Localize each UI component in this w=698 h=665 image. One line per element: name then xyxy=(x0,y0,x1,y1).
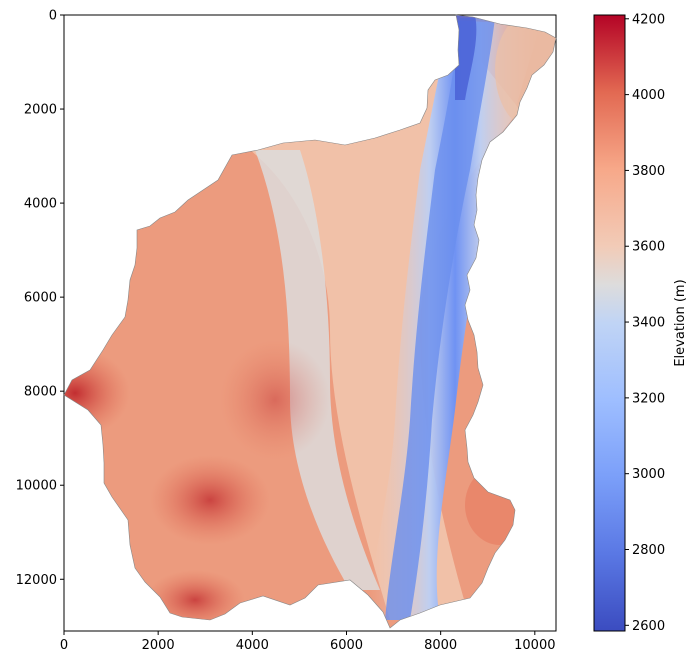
y-tick-label: 4000 xyxy=(24,197,57,212)
dem-south-peak xyxy=(150,455,270,545)
watershed-outline xyxy=(63,14,557,629)
x-axis: 0 2000 4000 6000 8000 10000 xyxy=(60,631,555,653)
y-tick-label: 2000 xyxy=(24,103,57,118)
colorbar-tick-label: 2600 xyxy=(632,619,665,634)
y-tick-label: 0 xyxy=(49,9,57,24)
y-tick-label: 8000 xyxy=(24,385,57,400)
y-tick-label: 12000 xyxy=(16,573,57,588)
x-tick-label: 10000 xyxy=(514,638,555,653)
dem-valley-head xyxy=(455,15,477,100)
dem-center-peak xyxy=(220,340,330,460)
colorbar-tick-label: 3200 xyxy=(632,391,665,406)
y-tick-label: 6000 xyxy=(24,291,57,306)
colorbar-axis: 2600 2800 3000 3200 3400 3600 3800 4000 4200 xyxy=(625,12,665,634)
y-tick-label: 10000 xyxy=(16,479,57,494)
colorbar-tick-label: 2800 xyxy=(632,543,665,558)
x-tick-label: 4000 xyxy=(236,638,269,653)
y-axis: 0 2000 4000 6000 8000 10000 12000 xyxy=(16,9,64,588)
colorbar-tick-label: 3800 xyxy=(632,164,665,179)
colorbar-label: Elevation (m) xyxy=(673,279,688,366)
x-tick-label: 8000 xyxy=(424,638,457,653)
dem-west-peak xyxy=(64,348,130,438)
x-tick-label: 6000 xyxy=(330,638,363,653)
x-tick-label: 0 xyxy=(60,638,68,653)
colorbar-tick-label: 4200 xyxy=(632,12,665,27)
colorbar-tick-label: 3000 xyxy=(632,467,665,482)
dem-valley-floor xyxy=(385,18,495,620)
colorbar-tick-label: 3600 xyxy=(632,240,665,255)
x-tick-label: 2000 xyxy=(142,638,175,653)
colorbar xyxy=(593,14,626,632)
colorbar-tick-label: 3400 xyxy=(632,316,665,331)
colorbar-tick-label: 4000 xyxy=(632,88,665,103)
